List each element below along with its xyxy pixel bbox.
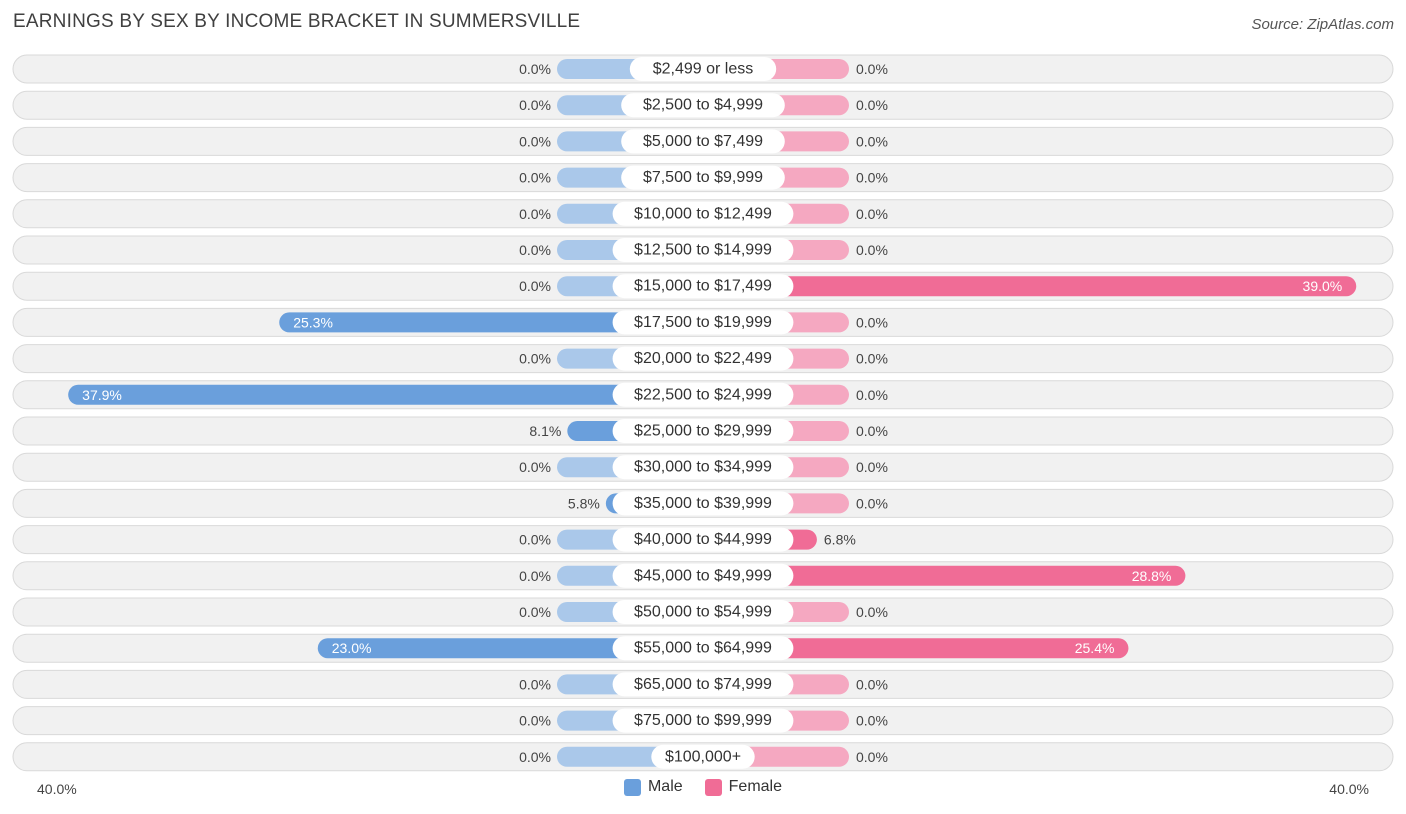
axis-right-label: 40.0% (1329, 781, 1369, 797)
male-value-label: 0.0% (519, 568, 551, 584)
category-label: $65,000 to $74,999 (634, 676, 772, 693)
category-label: $7,500 to $9,999 (643, 169, 763, 186)
female-value-label: 28.8% (1132, 568, 1172, 584)
category-pill (612, 419, 794, 443)
male-value-label: 0.0% (519, 61, 551, 77)
female-value-label: 0.0% (856, 749, 888, 765)
bar-chart: $2,499 or less 0.0% 0.0% $2,500 to $4,999 0.… (12, 54, 1394, 772)
category-pill (612, 563, 794, 588)
legend-female-label: Female (728, 778, 783, 795)
category-pill (612, 491, 794, 516)
female-value-label: 0.0% (856, 423, 888, 439)
female-bar (703, 276, 1357, 297)
category-pill (612, 636, 794, 661)
male-value-label: 0.0% (519, 97, 551, 113)
category-pill (612, 346, 794, 371)
male-value-label: 0.0% (519, 749, 551, 765)
male-value-label: 0.0% (519, 278, 551, 294)
male-bar (279, 312, 703, 333)
male-value-label: 37.9% (82, 387, 122, 403)
category-label: $15,000 to $17,499 (634, 278, 772, 295)
male-swatch (623, 778, 641, 796)
female-swatch (704, 778, 722, 796)
category-label: $5,000 to $7,499 (643, 133, 763, 150)
category-label: $10,000 to $12,499 (634, 205, 772, 222)
category-pill (612, 310, 794, 335)
category-pill (612, 600, 794, 624)
category-label: $17,500 to $19,999 (634, 314, 772, 331)
female-value-label: 6.8% (824, 532, 856, 548)
female-value-label: 0.0% (856, 61, 888, 77)
male-value-label: 0.0% (519, 459, 551, 475)
category-pill (651, 744, 755, 769)
legend-item-male: Male (623, 778, 683, 796)
male-value-label: 0.0% (519, 604, 551, 620)
category-label: $50,000 to $54,999 (634, 604, 772, 621)
male-value-label: 0.0% (519, 351, 551, 367)
male-value-label: 0.0% (519, 532, 551, 548)
male-value-label: 25.3% (293, 314, 333, 330)
female-bar (703, 638, 1129, 659)
male-value-label: 8.1% (529, 423, 561, 439)
category-pill (612, 527, 794, 552)
category-label: $100,000+ (665, 748, 741, 765)
category-pill (612, 382, 794, 407)
category-label: $2,499 or less (653, 61, 754, 78)
female-value-label: 0.0% (856, 133, 888, 149)
male-value-label: 0.0% (519, 242, 551, 258)
category-pill (629, 57, 777, 81)
category-pill (612, 274, 794, 299)
female-value-label: 39.0% (1303, 278, 1343, 294)
category-label: $75,000 to $99,999 (634, 712, 772, 729)
category-label: $25,000 to $29,999 (634, 423, 772, 440)
female-value-label: 0.0% (856, 170, 888, 186)
legend: Male Female (0, 778, 1406, 796)
male-bar (317, 638, 703, 659)
category-label: $20,000 to $22,499 (634, 350, 772, 367)
category-label: $22,500 to $24,999 (634, 386, 772, 403)
category-pill (612, 708, 794, 733)
female-value-label: 0.0% (856, 206, 888, 222)
female-value-label: 0.0% (856, 242, 888, 258)
female-value-label: 0.0% (856, 604, 888, 620)
male-value-label: 0.0% (519, 676, 551, 692)
category-label: $55,000 to $64,999 (634, 640, 772, 657)
category-pill (612, 672, 794, 697)
male-value-label: 0.0% (519, 713, 551, 729)
category-pill (612, 201, 794, 226)
legend-male-label: Male (647, 778, 683, 795)
female-value-label: 0.0% (856, 676, 888, 692)
category-pill (621, 129, 785, 154)
female-value-label: 0.0% (856, 713, 888, 729)
male-value-label: 0.0% (519, 206, 551, 222)
male-bar (68, 384, 704, 405)
category-label: $35,000 to $39,999 (634, 495, 772, 512)
category-pill (621, 165, 785, 190)
female-value-label: 0.0% (856, 314, 888, 330)
source-label: Source: ZipAtlas.com (1251, 16, 1394, 33)
female-value-label: 0.0% (856, 495, 888, 511)
category-label: $30,000 to $34,999 (634, 459, 772, 476)
female-bar (703, 565, 1186, 586)
male-value-label: 0.0% (519, 133, 551, 149)
female-value-label: 25.4% (1075, 640, 1115, 656)
female-value-label: 0.0% (856, 387, 888, 403)
male-value-label: 0.0% (519, 170, 551, 186)
category-label: $40,000 to $44,999 (634, 531, 772, 548)
chart-title: EARNINGS BY SEX BY INCOME BRACKET IN SUM… (13, 11, 581, 32)
category-label: $2,500 to $4,999 (643, 97, 763, 114)
axis-left-label: 40.0% (37, 781, 77, 797)
category-pill (612, 238, 794, 262)
category-label: $12,500 to $14,999 (634, 242, 772, 259)
female-value-label: 0.0% (856, 351, 888, 367)
male-value-label: 5.8% (568, 495, 600, 511)
category-pill (612, 455, 794, 480)
legend-item-female: Female (704, 778, 783, 796)
female-value-label: 0.0% (856, 97, 888, 113)
category-pill (621, 93, 785, 118)
category-label: $45,000 to $49,999 (634, 567, 772, 584)
female-value-label: 0.0% (856, 459, 888, 475)
male-value-label: 23.0% (332, 640, 372, 656)
